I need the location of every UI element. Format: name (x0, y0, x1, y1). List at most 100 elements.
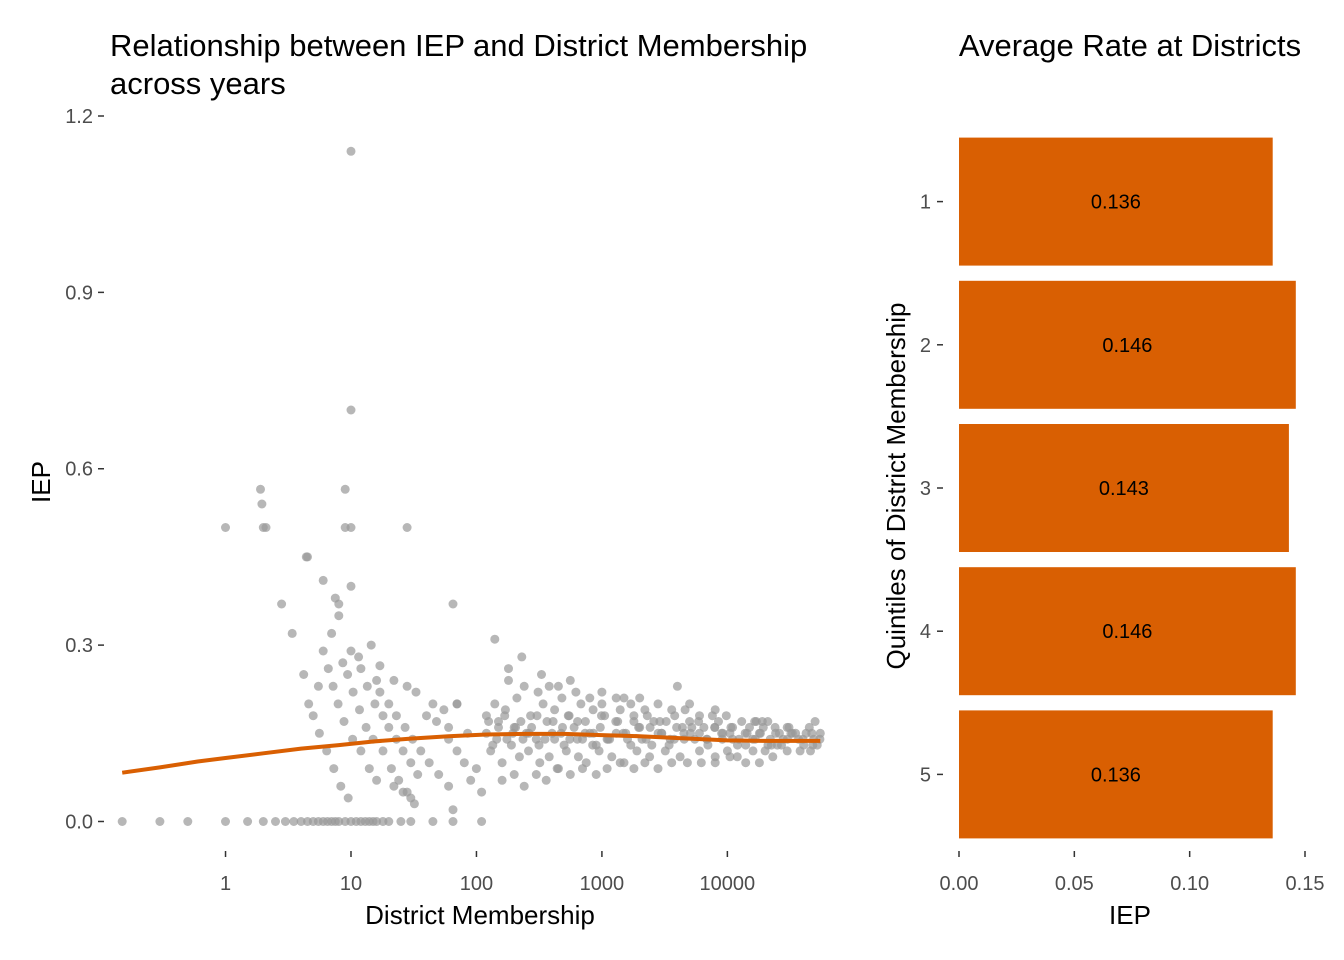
scatter-point (484, 717, 494, 726)
scatter-point (557, 693, 567, 703)
scatter-point (428, 817, 438, 826)
scatter-point (370, 699, 380, 709)
scatter-point (490, 699, 500, 709)
x-tick-label: 10000 (700, 873, 756, 895)
scatter-point (725, 752, 735, 762)
x-tick-label: 0.15 (1286, 873, 1325, 895)
x-tick-label: 1 (220, 873, 231, 895)
scatter-point (541, 775, 551, 785)
bar-quintile-4 (959, 567, 1296, 696)
scatter-point (402, 681, 412, 691)
scatter-point (695, 746, 704, 756)
scatter-point (531, 770, 541, 779)
bars: 0.136 0.146 0.143 0.146 0.136 (959, 137, 1296, 839)
scatter-point (653, 764, 663, 774)
scatter-point (117, 817, 127, 826)
scatter-point (534, 740, 544, 750)
scatter-point (707, 711, 717, 721)
scatter-point (675, 752, 685, 762)
scatter-point (280, 817, 290, 826)
scatter-point (544, 752, 554, 762)
scatter-point (537, 670, 546, 679)
scatter-point (314, 728, 324, 738)
scatter-point (448, 599, 458, 609)
y-tick-label: 1 (920, 192, 931, 214)
scatter-point (340, 523, 350, 532)
scatter-point (742, 728, 752, 738)
scatter-point (561, 746, 571, 756)
scatter-point (432, 717, 441, 726)
scatter-point (448, 817, 458, 826)
scatter-point (726, 722, 736, 732)
scatter-point (338, 658, 348, 668)
scatter-point (533, 687, 543, 697)
scatter-point (677, 722, 687, 732)
scatter-point (502, 734, 512, 744)
scatter-point (287, 628, 297, 638)
scatter-point (540, 734, 550, 744)
scatter-point (271, 817, 280, 826)
scatter-point (667, 705, 677, 715)
scatter-point (613, 717, 623, 726)
scatter-point (571, 687, 581, 697)
scatter-point (355, 705, 364, 715)
y-tick-label: 0.9 (65, 282, 93, 304)
scatter-point (304, 699, 314, 709)
scatter-point (782, 746, 792, 756)
scatter-point (329, 764, 339, 774)
y-tick-label: 3 (920, 478, 931, 500)
scatter-point (452, 746, 462, 756)
bar-value-label: 0.136 (1091, 764, 1141, 786)
scatter-point (339, 717, 349, 726)
scatter-point (334, 599, 344, 609)
scatter-point (672, 681, 682, 691)
scatter-point (538, 699, 548, 709)
scatter-point (682, 758, 692, 768)
scatter-point (619, 693, 629, 703)
scatter-point (519, 681, 529, 691)
y-tick-label: 2 (920, 335, 931, 357)
scatter-point (565, 675, 575, 685)
scatter-point (406, 817, 416, 826)
scatter-point (398, 787, 408, 797)
scatter-point (580, 717, 590, 726)
scatter-point (741, 758, 751, 768)
scatter-point (452, 699, 462, 709)
scatter-point (768, 752, 778, 762)
scatter-point (524, 746, 533, 756)
scatter-point (364, 764, 374, 774)
scatter-point (257, 499, 267, 509)
bar-value-label: 0.146 (1102, 335, 1152, 357)
bar-x-axis-title: IEP (1109, 900, 1151, 930)
scatter-point (552, 764, 562, 774)
scatter-point (333, 699, 343, 709)
scatter-point (597, 711, 606, 721)
scatter-point (645, 722, 655, 732)
scatter-point (509, 770, 519, 779)
scatter-point (313, 681, 323, 691)
scatter-point (565, 734, 575, 744)
scatter-point (661, 717, 671, 726)
scatter-point (243, 817, 253, 826)
x-tick-label: 0.00 (940, 873, 979, 895)
scatter-point (573, 717, 583, 726)
scatter-point (497, 775, 507, 785)
scatter-point (576, 699, 586, 709)
bar-value-label: 0.136 (1091, 192, 1141, 214)
scatter-point (378, 711, 388, 721)
scatter-point (626, 699, 636, 709)
scatter-point (686, 728, 695, 738)
scatter-point (696, 758, 706, 768)
scatter-point (640, 758, 650, 768)
scatter-point (346, 405, 356, 415)
scatter-point (448, 805, 458, 815)
scatter-point (391, 711, 401, 721)
scatter-title-line-2: across years (110, 66, 286, 101)
x-tick-label: 0.10 (1170, 873, 1209, 895)
scatter-point (384, 722, 394, 732)
scatter-point (471, 764, 481, 774)
scatter-point (361, 722, 371, 732)
scatter-point (372, 775, 382, 785)
scatter-point (519, 781, 529, 791)
